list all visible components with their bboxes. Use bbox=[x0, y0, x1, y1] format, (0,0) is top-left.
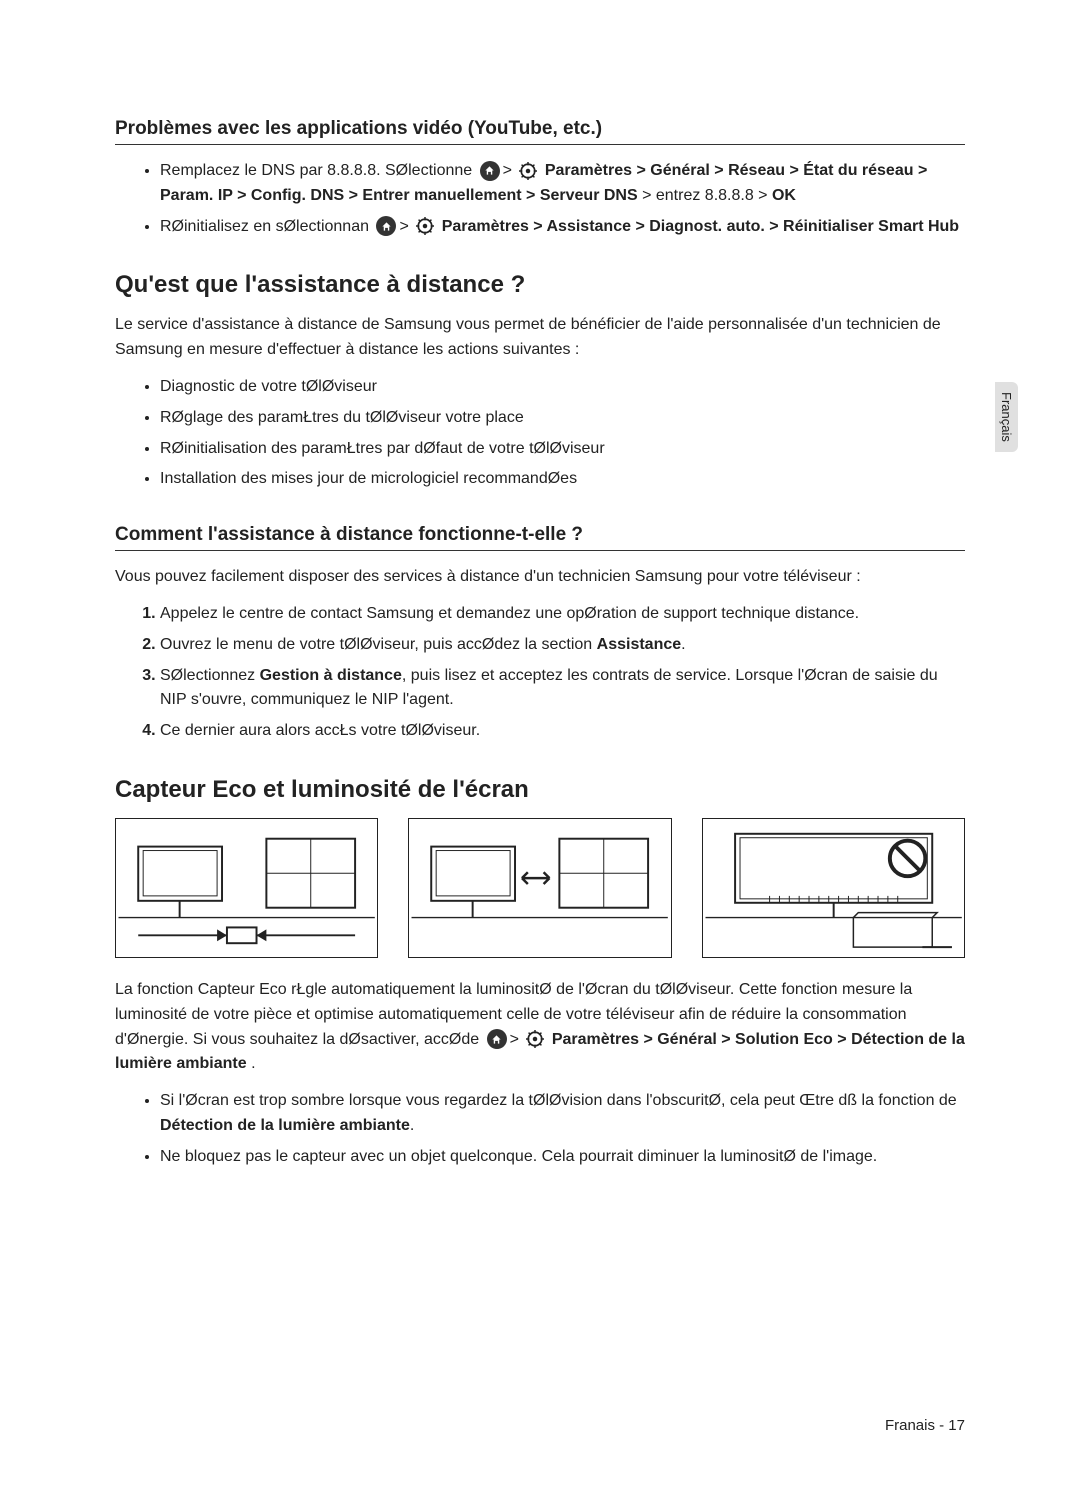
page-number: Franais - 17 bbox=[885, 1417, 965, 1434]
how-works-para: Vous pouvez facilement disposer des serv… bbox=[115, 565, 965, 590]
illustration-tv-window bbox=[115, 818, 378, 958]
dns-replace-item: Remplacez le DNS par 8.8.8.8. SØlectionn… bbox=[160, 159, 965, 209]
illustration-prohibit bbox=[702, 818, 965, 958]
illustration-arrow bbox=[408, 818, 671, 958]
remote-assist-para: Le service d'assistance à distance de Sa… bbox=[115, 313, 965, 363]
home-icon bbox=[487, 1029, 507, 1049]
remote-assist-bullets: Diagnostic de votre tØlØviseur RØglage d… bbox=[115, 375, 965, 492]
illustration-row bbox=[115, 818, 965, 958]
eco-sensor-para: La fonction Capteur Eco rŁgle automatiqu… bbox=[115, 978, 965, 1077]
list-item: RØglage des paramŁtres du tØlØviseur vot… bbox=[160, 406, 965, 431]
list-item: Ce dernier aura alors accŁs votre tØlØvi… bbox=[160, 719, 965, 744]
gear-icon bbox=[526, 1030, 544, 1048]
home-icon bbox=[376, 216, 396, 236]
home-icon bbox=[480, 161, 500, 181]
section-video-apps-heading: Problèmes avec les applications vidéo (Y… bbox=[115, 118, 965, 145]
list-item: RØinitialisation des paramŁtres par dØfa… bbox=[160, 437, 965, 462]
list-item: Appelez le centre de contact Samsung et … bbox=[160, 602, 965, 627]
list-item: Ne bloquez pas le capteur avec un objet … bbox=[160, 1145, 965, 1170]
list-item: SØlectionnez Gestion à distance, puis li… bbox=[160, 664, 965, 714]
list-item: Installation des mises jour de micrologi… bbox=[160, 467, 965, 492]
how-works-steps: Appelez le centre de contact Samsung et … bbox=[115, 602, 965, 744]
list-item: Si l'Øcran est trop sombre lorsque vous … bbox=[160, 1089, 965, 1139]
eco-sensor-heading: Capteur Eco et luminosité de l'écran bbox=[115, 776, 965, 804]
list-item: Ouvrez le menu de votre tØlØviseur, puis… bbox=[160, 633, 965, 658]
gear-icon bbox=[519, 162, 537, 180]
side-language-tab: Français bbox=[995, 382, 1018, 452]
gear-icon bbox=[416, 217, 434, 235]
how-works-heading: Comment l'assistance à distance fonction… bbox=[115, 524, 965, 551]
eco-sensor-bullets: Si l'Øcran est trop sombre lorsque vous … bbox=[115, 1089, 965, 1169]
video-apps-bullets: Remplacez le DNS par 8.8.8.8. SØlectionn… bbox=[115, 159, 965, 239]
list-item: Diagnostic de votre tØlØviseur bbox=[160, 375, 965, 400]
remote-assist-heading: Qu'est que l'assistance à distance ? bbox=[115, 271, 965, 299]
reinit-item: RØinitialisez en sØlectionnan > Paramètr… bbox=[160, 215, 965, 240]
